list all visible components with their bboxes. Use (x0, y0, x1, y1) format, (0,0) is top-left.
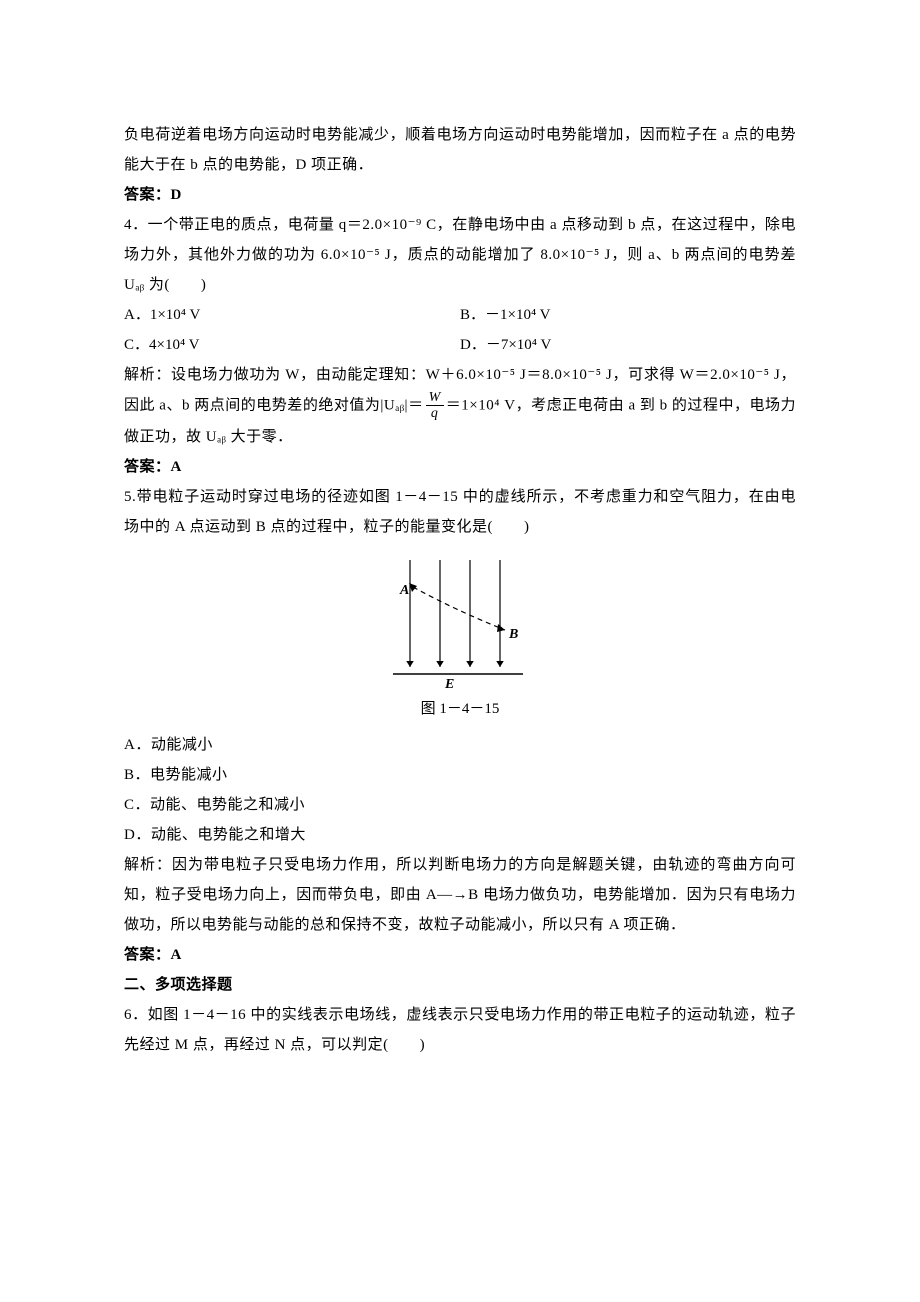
q4-option-b: B．－1×10⁴ V (460, 300, 796, 330)
svg-text:B: B (508, 627, 518, 642)
q5-option-c: C．动能、电势能之和减小 (124, 790, 796, 820)
q4-answer: 答案：A (124, 452, 796, 482)
q4-option-d: D．－7×10⁴ V (460, 330, 796, 360)
q4-option-a: A．1×10⁴ V (124, 300, 460, 330)
section2-heading: 二、多项选择题 (124, 970, 796, 1000)
figure-svg: A B E (365, 552, 555, 692)
q5-option-d: D．动能、电势能之和增大 (124, 820, 796, 850)
svg-text:E: E (444, 677, 454, 692)
q4-option-c: C．4×10⁴ V (124, 330, 460, 360)
q5-analysis: 解析：因为带电粒子只受电场力作用，所以判断电场力的方向是解题关键，由轨迹的弯曲方… (124, 850, 796, 940)
q5-answer: 答案：A (124, 940, 796, 970)
figure-caption: 图 1－4－15 (421, 694, 500, 724)
svg-text:A: A (399, 583, 409, 598)
figure-svg-box: A B E (365, 552, 555, 692)
q4-options-row1: A．1×10⁴ V B．－1×10⁴ V (124, 300, 796, 330)
q6-stem: 6．如图 1－4－16 中的实线表示电场线，虚线表示只受电场力作用的带正电粒子的… (124, 1000, 796, 1060)
q4-options-row2: C．4×10⁴ V D．－7×10⁴ V (124, 330, 796, 360)
q4-stem: 4．一个带正电的质点，电荷量 q＝2.0×10⁻⁹ C，在静电场中由 a 点移动… (124, 210, 796, 300)
q3-tail-text: 负电荷逆着电场方向运动时电势能减少，顺着电场方向运动时电势能增加，因而粒子在 a… (124, 120, 796, 180)
q3-answer: 答案：D (124, 180, 796, 210)
q4-analysis: 解析：设电场力做功为 W，由动能定理知：W＋6.0×10⁻⁵ J＝8.0×10⁻… (124, 360, 796, 452)
figure-1-4-15: A B E 图 1－4－15 (124, 552, 796, 724)
fraction-icon: Wq (426, 390, 444, 422)
q5-option-a: A．动能减小 (124, 730, 796, 760)
q5-stem: 5.带电粒子运动时穿过电场的径迹如图 1－4－15 中的虚线所示，不考虑重力和空… (124, 482, 796, 542)
q5-option-b: B．电势能减小 (124, 760, 796, 790)
